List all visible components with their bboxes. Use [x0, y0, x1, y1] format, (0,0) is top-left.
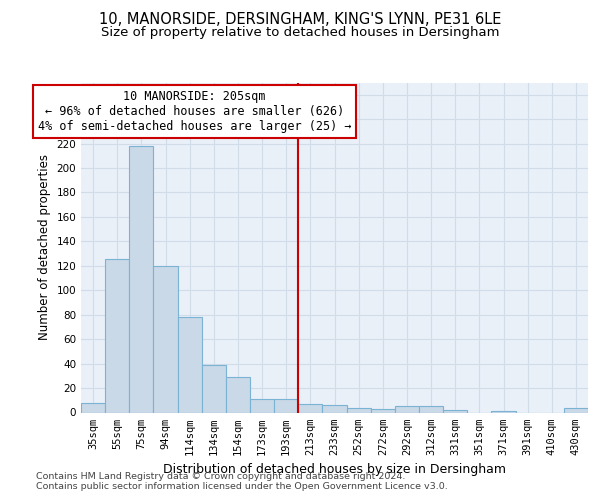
Text: Contains public sector information licensed under the Open Government Licence v3: Contains public sector information licen… [36, 482, 448, 491]
Bar [226, 377, 250, 412]
Text: Contains HM Land Registry data © Crown copyright and database right 2024.: Contains HM Land Registry data © Crown c… [36, 472, 406, 481]
Bar [564, 408, 588, 412]
Bar [81, 402, 105, 412]
Bar [129, 146, 154, 412]
Bar [105, 258, 129, 412]
Bar [322, 405, 347, 412]
Bar [371, 409, 395, 412]
X-axis label: Distribution of detached houses by size in Dersingham: Distribution of detached houses by size … [163, 463, 506, 476]
Bar [347, 408, 371, 412]
Bar [395, 406, 419, 412]
Bar [443, 410, 467, 412]
Bar [154, 266, 178, 412]
Bar [419, 406, 443, 412]
Bar [202, 365, 226, 412]
Bar [298, 404, 322, 412]
Text: 10, MANORSIDE, DERSINGHAM, KING'S LYNN, PE31 6LE: 10, MANORSIDE, DERSINGHAM, KING'S LYNN, … [99, 12, 501, 28]
Text: 10 MANORSIDE: 205sqm
← 96% of detached houses are smaller (626)
4% of semi-detac: 10 MANORSIDE: 205sqm ← 96% of detached h… [38, 90, 351, 133]
Bar [178, 317, 202, 412]
Bar [250, 399, 274, 412]
Bar [274, 399, 298, 412]
Text: Size of property relative to detached houses in Dersingham: Size of property relative to detached ho… [101, 26, 499, 39]
Y-axis label: Number of detached properties: Number of detached properties [38, 154, 51, 340]
